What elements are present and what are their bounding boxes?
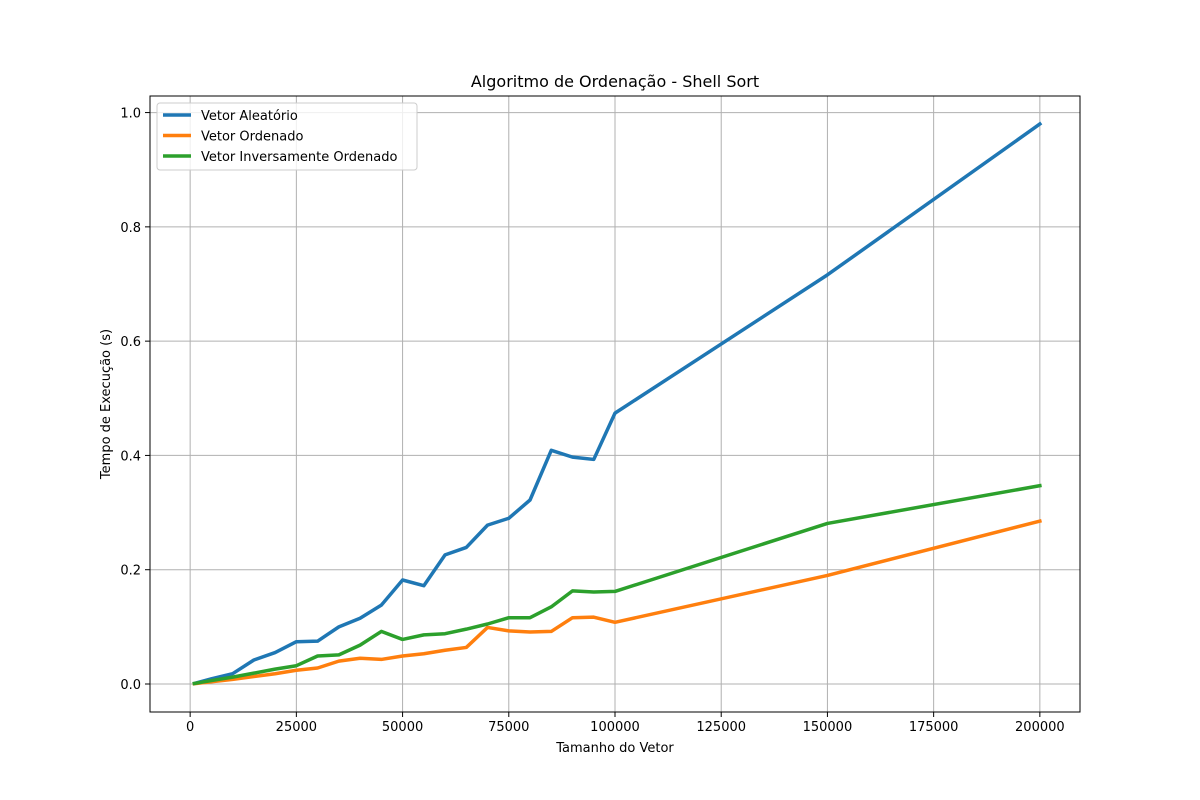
legend-label: Vetor Inversamente Ordenado (201, 150, 397, 165)
y-tick-label: 0.6 (120, 335, 141, 350)
x-tick-label: 50000 (382, 720, 423, 735)
y-tick-label: 0.2 (120, 564, 141, 579)
series-line-2 (192, 483, 1042, 686)
y-axis-title: Tempo de Execução (s) (99, 329, 114, 480)
series-lines (192, 121, 1043, 686)
x-tick-label: 0 (186, 720, 194, 735)
series-line-0 (192, 121, 1043, 686)
legend: Vetor Aleatório Vetor Ordenado Vetor Inver… (156, 102, 418, 171)
x-tick-label: 75000 (488, 720, 529, 735)
legend-box (156, 102, 418, 171)
x-tick-label: 175000 (909, 720, 959, 735)
x-tick-label: 25000 (276, 720, 317, 735)
series-line-1 (192, 519, 1042, 686)
x-tick-label: 100000 (590, 720, 640, 735)
y-tick-label: 1.0 (120, 107, 141, 122)
legend-label: Vetor Ordenado (201, 130, 303, 145)
x-tick-label: 150000 (803, 720, 853, 735)
x-axis-title: Tamanho do Vetor (555, 741, 674, 756)
axis-ticks: 0 25000 50000 75000 100000 125000 150000 175000… (120, 107, 1064, 735)
x-tick-label: 200000 (1015, 720, 1065, 735)
y-tick-label: 0.0 (120, 678, 141, 693)
y-tick-label: 0.4 (120, 449, 141, 464)
y-tick-label: 0.8 (120, 221, 141, 236)
legend-label: Vetor Aleatório (201, 109, 298, 124)
chart-title: Algoritmo de Ordenação - Shell Sort (471, 72, 759, 91)
grid (150, 96, 1080, 712)
x-tick-label: 125000 (696, 720, 746, 735)
